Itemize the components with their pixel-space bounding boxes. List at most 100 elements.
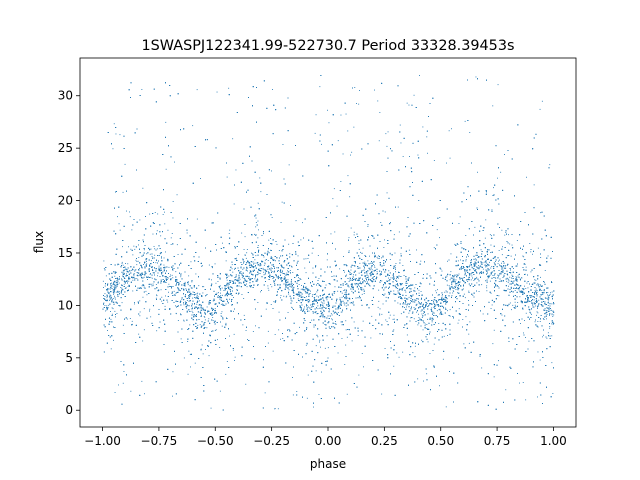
scatter-point — [150, 316, 152, 318]
scatter-point — [134, 302, 135, 303]
scatter-point — [237, 293, 239, 295]
scatter-point — [490, 292, 492, 294]
scatter-point — [477, 171, 478, 173]
scatter-point — [168, 283, 170, 285]
scatter-point — [377, 258, 379, 259]
scatter-point — [273, 259, 275, 261]
scatter-point — [511, 244, 513, 246]
scatter-point — [146, 294, 148, 296]
scatter-point — [119, 134, 121, 136]
scatter-point — [122, 264, 124, 266]
scatter-point — [521, 277, 522, 279]
scatter-point — [537, 247, 539, 249]
scatter-point — [271, 170, 272, 172]
scatter-point — [167, 229, 169, 231]
scatter-point — [495, 261, 496, 262]
scatter-point — [448, 130, 450, 132]
scatter-point — [281, 272, 283, 274]
scatter-point — [367, 226, 369, 227]
scatter-point — [194, 306, 196, 308]
scatter-point — [224, 305, 226, 306]
scatter-point — [142, 187, 144, 189]
scatter-point — [439, 308, 441, 310]
scatter-point — [230, 291, 231, 293]
scatter-point — [158, 265, 160, 267]
scatter-point — [416, 249, 417, 251]
scatter-point — [322, 302, 323, 304]
scatter-point — [167, 277, 169, 279]
scatter-point — [307, 292, 309, 294]
scatter-point — [196, 294, 198, 296]
scatter-point — [406, 334, 408, 336]
scatter-point — [398, 277, 399, 279]
scatter-point — [150, 248, 152, 250]
scatter-point — [172, 277, 174, 279]
scatter-point — [486, 191, 487, 193]
scatter-point — [345, 295, 347, 297]
scatter-point — [349, 196, 351, 198]
scatter-point — [213, 299, 215, 301]
scatter-point — [219, 285, 221, 287]
scatter-point — [220, 292, 221, 294]
scatter-point — [139, 311, 141, 313]
scatter-point — [351, 273, 353, 275]
scatter-point — [311, 285, 312, 286]
scatter-point — [325, 297, 327, 299]
scatter-point — [245, 330, 247, 331]
scatter-point — [381, 280, 383, 282]
scatter-point — [255, 276, 256, 278]
scatter-point — [306, 304, 307, 305]
scatter-point — [414, 309, 416, 310]
scatter-point — [258, 251, 259, 253]
scatter-point — [192, 312, 194, 314]
scatter-point — [172, 217, 174, 219]
scatter-point — [398, 356, 400, 358]
scatter-point — [266, 259, 267, 260]
scatter-point — [532, 302, 534, 304]
scatter-point — [341, 292, 343, 294]
scatter-point — [332, 295, 334, 296]
scatter-point — [401, 283, 403, 284]
scatter-point — [358, 277, 360, 279]
scatter-point — [425, 301, 427, 303]
scatter-point — [122, 275, 124, 277]
scatter-point — [418, 292, 420, 294]
scatter-point — [465, 235, 467, 236]
scatter-point — [404, 324, 406, 326]
scatter-point — [178, 288, 180, 290]
scatter-point — [186, 310, 188, 312]
scatter-point — [226, 176, 228, 178]
scatter-point — [106, 309, 108, 310]
scatter-point — [436, 302, 438, 304]
scatter-point — [511, 277, 512, 279]
scatter-point — [430, 319, 432, 320]
scatter-point — [186, 306, 188, 307]
scatter-point — [351, 290, 353, 292]
scatter-point — [493, 329, 495, 331]
scatter-point — [235, 274, 237, 276]
scatter-point — [196, 218, 198, 220]
scatter-point — [243, 249, 245, 250]
scatter-point — [284, 273, 286, 275]
scatter-point — [510, 286, 512, 288]
scatter-point — [161, 296, 163, 298]
scatter-point — [455, 279, 457, 281]
scatter-point — [538, 299, 540, 301]
scatter-point — [500, 171, 502, 173]
scatter-point — [234, 268, 235, 270]
scatter-point — [317, 336, 319, 338]
scatter-point — [302, 300, 303, 302]
scatter-point — [280, 297, 281, 299]
scatter-point — [225, 322, 227, 324]
scatter-point — [280, 269, 282, 271]
scatter-point — [278, 270, 279, 271]
scatter-point — [212, 300, 214, 302]
scatter-point — [255, 235, 257, 236]
scatter-point — [341, 311, 343, 313]
scatter-point — [546, 337, 548, 339]
scatter-point — [516, 277, 518, 279]
scatter-point — [462, 288, 464, 290]
scatter-point — [335, 321, 336, 322]
scatter-point — [549, 326, 551, 327]
scatter-point — [529, 243, 531, 244]
